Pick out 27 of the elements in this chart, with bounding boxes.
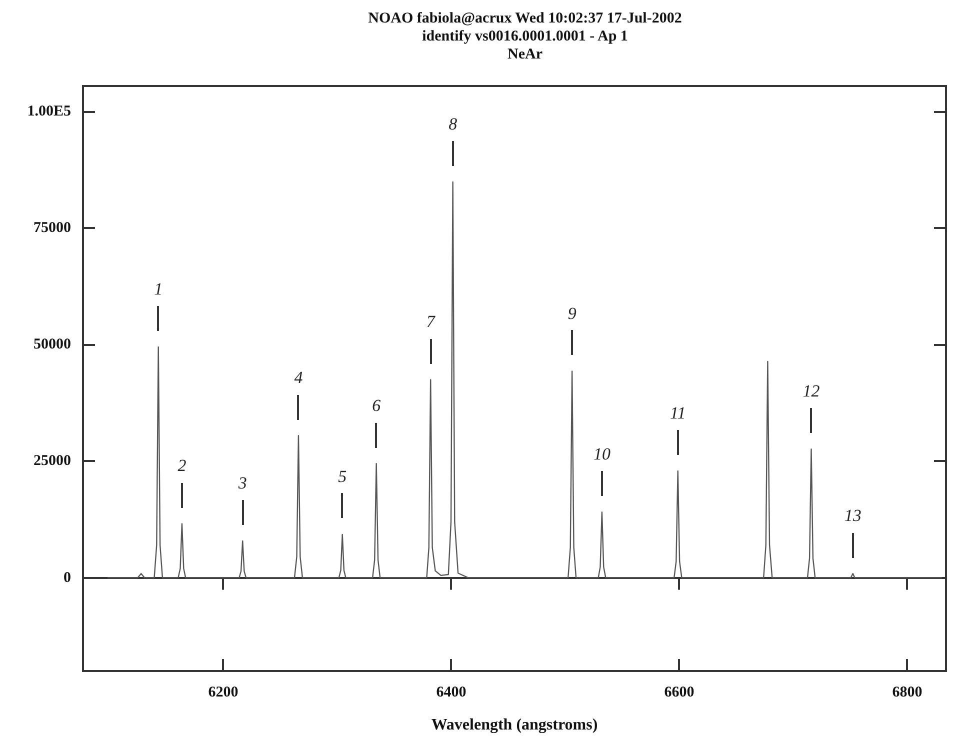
annotation: 13 xyxy=(844,506,862,526)
annotation: 1 xyxy=(154,280,163,299)
y-tick-label: 0 xyxy=(64,570,71,586)
x-tick-label: 6200 xyxy=(208,684,238,700)
y-tick-label: 50000 xyxy=(34,336,71,353)
y-tick-label: 75000 xyxy=(34,220,71,236)
annotation: 5 xyxy=(338,466,347,486)
annotation: 12 xyxy=(802,382,820,401)
annotation: 7 xyxy=(426,312,436,332)
text: NeAr xyxy=(508,46,543,62)
annotation: 3 xyxy=(237,473,247,492)
annotation: 2 xyxy=(178,456,187,476)
y-tick-label: 25000 xyxy=(34,453,71,470)
annotation: 9 xyxy=(568,304,577,323)
x-tick-label: 6600 xyxy=(664,684,694,700)
annotation: 11 xyxy=(670,404,686,423)
x-tick-label: 6400 xyxy=(436,684,466,700)
x-tick-label: 6800 xyxy=(892,684,922,700)
annotation: 8 xyxy=(448,114,458,134)
line-series xyxy=(107,181,942,578)
y-tick-label: 1.00E5 xyxy=(27,104,71,120)
x-axis-title: Wavelength (angstroms) xyxy=(431,716,598,734)
chart-title: NOAO fabiola@acrux Wed 10:02:37 17-Jul-2002 xyxy=(368,10,682,26)
annotation: 6 xyxy=(372,396,382,416)
annotation: 4 xyxy=(294,368,304,388)
annotation: 10 xyxy=(593,444,611,464)
chart-subtitle: identify vs0016.0001.0001 - Ap 1 xyxy=(422,28,628,44)
